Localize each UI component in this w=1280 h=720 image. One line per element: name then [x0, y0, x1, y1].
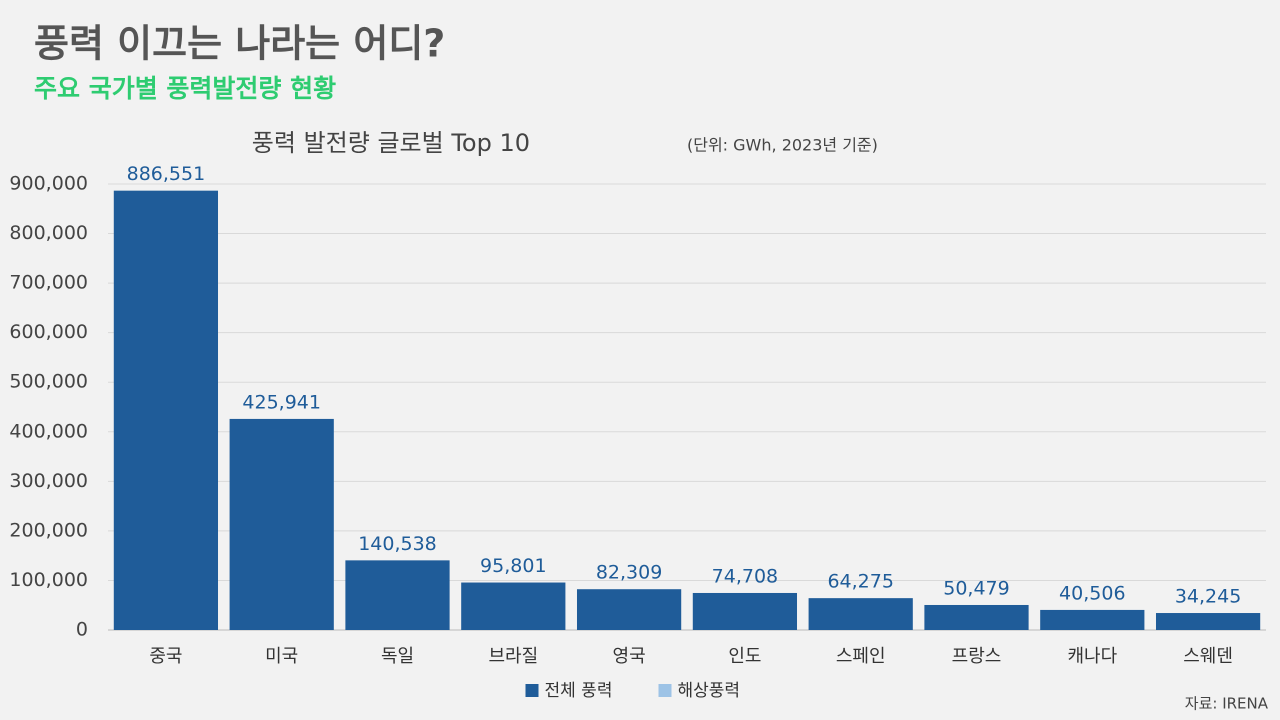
- bar: [692, 592, 798, 630]
- data-label: 34,245: [1175, 586, 1241, 608]
- x-tick-label: 중국: [149, 646, 182, 667]
- legend-swatch: [658, 684, 672, 697]
- page-subtitle: 주요 국가별 풍력발전량 현황: [34, 74, 336, 103]
- bar: [924, 604, 1029, 630]
- page-title: 풍력 이끄는 나라는 어디?: [34, 22, 445, 66]
- x-tick-label: 브라질: [488, 646, 538, 667]
- x-tick-label: 프랑스: [952, 646, 1002, 667]
- x-tick-label: 독일: [381, 646, 414, 667]
- x-tick-label: 스페인: [836, 646, 886, 667]
- bar: [576, 589, 682, 630]
- legend-label: 해상풍력: [678, 681, 741, 701]
- bar: [113, 190, 219, 630]
- legend-label: 전체 풍력: [545, 681, 613, 701]
- data-label: 140,538: [358, 533, 437, 555]
- bar: [808, 598, 913, 630]
- legend-swatch: [525, 684, 539, 697]
- x-tick-label: 인도: [728, 646, 761, 667]
- x-tick-label: 캐나다: [1067, 646, 1117, 667]
- data-label: 425,941: [242, 391, 321, 413]
- y-tick-label: 500,000: [9, 371, 88, 393]
- data-label: 40,506: [1059, 582, 1125, 604]
- data-label: 64,275: [827, 571, 893, 593]
- bar: [345, 560, 450, 630]
- source: 자료: IRENA: [1185, 695, 1269, 713]
- data-label: 82,309: [596, 562, 662, 584]
- data-label: 74,708: [712, 565, 778, 587]
- x-tick-label: 미국: [265, 646, 298, 667]
- bar: [1040, 609, 1145, 630]
- unit-note: (단위: GWh, 2023년 기준): [687, 136, 878, 155]
- y-tick-label: 600,000: [9, 321, 88, 343]
- data-label: 95,801: [480, 555, 546, 577]
- y-tick-label: 700,000: [9, 272, 88, 294]
- bar: [229, 418, 334, 630]
- y-tick-label: 800,000: [9, 222, 88, 244]
- data-label: 886,551: [127, 163, 206, 185]
- y-tick-label: 400,000: [9, 420, 88, 442]
- y-tick-label: 100,000: [9, 569, 88, 591]
- y-tick-label: 900,000: [9, 173, 88, 195]
- data-label: 50,479: [943, 577, 1009, 599]
- y-tick-label: 200,000: [9, 519, 88, 541]
- y-tick-label: 0: [76, 619, 88, 641]
- bar: [1155, 613, 1261, 630]
- y-tick-label: 300,000: [9, 470, 88, 492]
- x-tick-label: 스웨덴: [1183, 646, 1233, 667]
- bar: [461, 582, 566, 630]
- x-tick-label: 영국: [613, 646, 646, 667]
- chart-title: 풍력 발전량 글로벌 Top 10: [252, 129, 530, 157]
